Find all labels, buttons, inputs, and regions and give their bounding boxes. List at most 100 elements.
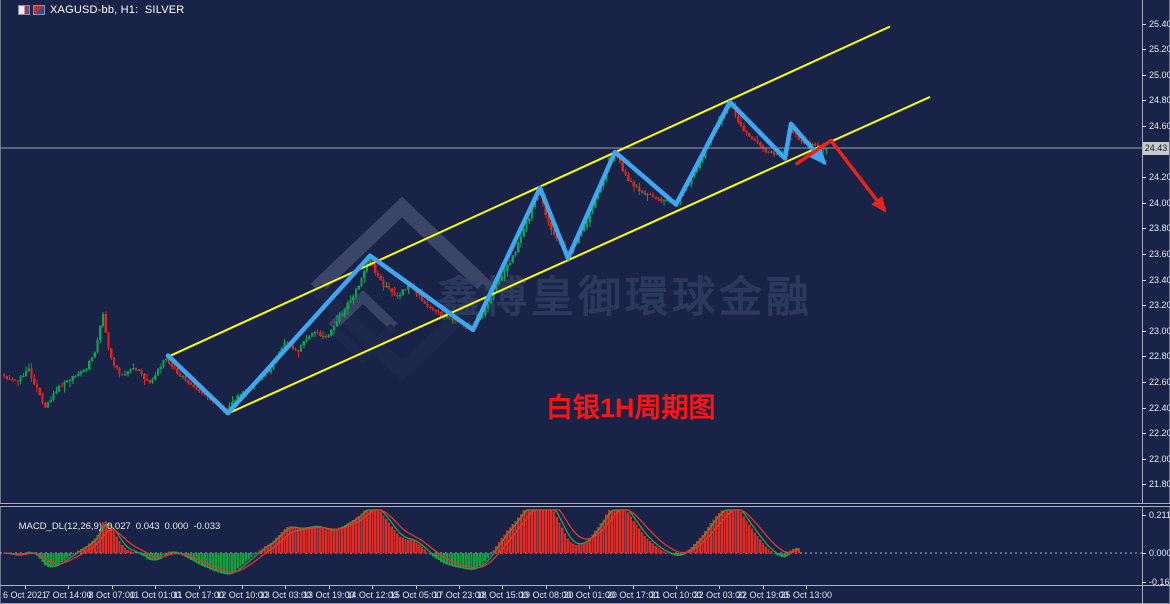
macd-bar xyxy=(71,553,74,554)
zigzag-annotation[interactable] xyxy=(165,99,827,416)
macd-bar xyxy=(214,553,217,572)
macd-bar xyxy=(618,510,622,553)
macd-fast-line xyxy=(3,509,799,575)
candle-body xyxy=(145,378,149,381)
candle-body xyxy=(360,278,363,287)
macd-bar xyxy=(462,553,465,569)
candle-body xyxy=(550,221,553,230)
upper-channel-line[interactable] xyxy=(167,25,891,358)
macd-bar xyxy=(492,550,495,553)
macd-bar xyxy=(112,532,116,553)
macd-bar xyxy=(376,510,380,553)
macd-bar xyxy=(761,542,765,553)
macd-bar xyxy=(349,521,352,553)
macd-tick: 0.211 xyxy=(1142,510,1170,521)
time-axis[interactable]: 6 Oct 2021 7 Oct 14:00 8 Oct 07:00 11 Oct 0… xyxy=(0,586,1142,604)
candle-body xyxy=(621,162,624,171)
indicator-window-icon xyxy=(33,5,45,15)
macd-bar xyxy=(731,510,734,553)
candle-body xyxy=(761,145,765,149)
macd-bar xyxy=(475,553,479,568)
macd-bar xyxy=(772,553,776,554)
price-tick: 21.80 xyxy=(1142,479,1170,490)
macd-bar xyxy=(613,510,616,553)
candle-body xyxy=(695,167,699,173)
macd-bar xyxy=(145,553,149,559)
chart-window-icon xyxy=(18,5,30,15)
macd-bar xyxy=(679,553,682,555)
candle-body xyxy=(750,136,754,139)
trend-label[interactable]: 白银1H周期图 xyxy=(546,392,716,423)
macd-bar xyxy=(132,551,135,553)
macd-bar xyxy=(624,510,627,553)
macd-bar xyxy=(242,553,245,564)
candle-body xyxy=(335,321,338,326)
panel-divider[interactable] xyxy=(0,503,1170,507)
macd-bar xyxy=(651,543,655,553)
macd-bar xyxy=(222,553,226,574)
macd-axis[interactable]: 0.211 0.000 -0.162 xyxy=(1142,507,1170,587)
candle-body xyxy=(319,332,322,336)
macd-bar xyxy=(283,529,286,553)
candle-body xyxy=(517,242,520,252)
candle-body xyxy=(418,294,421,296)
candle-body xyxy=(198,389,201,392)
macd-indicator-values: 0.027 0.043 0.000 -0.033 xyxy=(102,521,220,532)
candle-body xyxy=(88,361,91,369)
macd-bar xyxy=(632,520,635,553)
price-axis[interactable]: 25.40 25.20 25.00 24.80 24.60 24.20 24.00 23.80… xyxy=(1142,0,1170,503)
tick-dash xyxy=(1142,74,1146,76)
time-tick xyxy=(762,586,764,589)
macd-bar xyxy=(195,553,198,564)
candle-body xyxy=(484,308,487,316)
price-tick-label: 23.20 xyxy=(1149,300,1170,311)
candle-body xyxy=(759,142,762,146)
macd-bar xyxy=(264,546,267,553)
tick-dash xyxy=(1142,581,1146,583)
candle-body xyxy=(132,368,135,370)
candle-body xyxy=(308,336,311,339)
candle-body xyxy=(374,264,377,273)
time-label: 8 Oct 07:00 xyxy=(88,590,136,600)
candle-body xyxy=(272,362,275,370)
macd-bar xyxy=(742,516,745,553)
candle-body xyxy=(57,385,61,392)
price-tick: 24.80 xyxy=(1142,95,1170,106)
forecast-arrow[interactable] xyxy=(795,138,887,213)
candle-body xyxy=(154,375,157,380)
macd-bar xyxy=(547,510,550,553)
candle-body xyxy=(618,157,622,162)
candle-body xyxy=(662,200,666,202)
macd-bar xyxy=(354,517,358,553)
tick-dash xyxy=(1142,356,1146,358)
candle-body xyxy=(354,289,358,297)
macd-bar xyxy=(588,537,591,553)
macd-bar xyxy=(236,553,239,569)
candle-body xyxy=(393,291,396,295)
candle-body xyxy=(156,368,160,376)
candle-body xyxy=(16,380,19,382)
macd-bar xyxy=(638,528,641,553)
macd-bar xyxy=(616,510,619,553)
candle-body xyxy=(420,294,424,302)
macd-bar xyxy=(368,510,371,553)
candle-body xyxy=(649,194,652,196)
macd-bar xyxy=(550,510,553,553)
macd-panel-canvas[interactable] xyxy=(0,507,1142,585)
macd-bar xyxy=(676,553,679,556)
price-tick: 23.00 xyxy=(1142,326,1170,337)
candle-body xyxy=(371,259,374,265)
current-price-badge: 24.43 xyxy=(1143,141,1169,155)
macd-bar xyxy=(566,538,569,553)
candle-body xyxy=(30,368,33,379)
candle-body xyxy=(173,366,176,369)
macd-bar xyxy=(277,534,281,553)
candle-body xyxy=(123,374,127,376)
candle-body xyxy=(170,363,173,367)
macd-bar xyxy=(343,525,347,553)
price-tick-label: 23.60 xyxy=(1149,248,1170,259)
macd-bar xyxy=(440,553,443,563)
candle-body xyxy=(627,174,630,181)
price-tick: 24.00 xyxy=(1142,198,1170,209)
